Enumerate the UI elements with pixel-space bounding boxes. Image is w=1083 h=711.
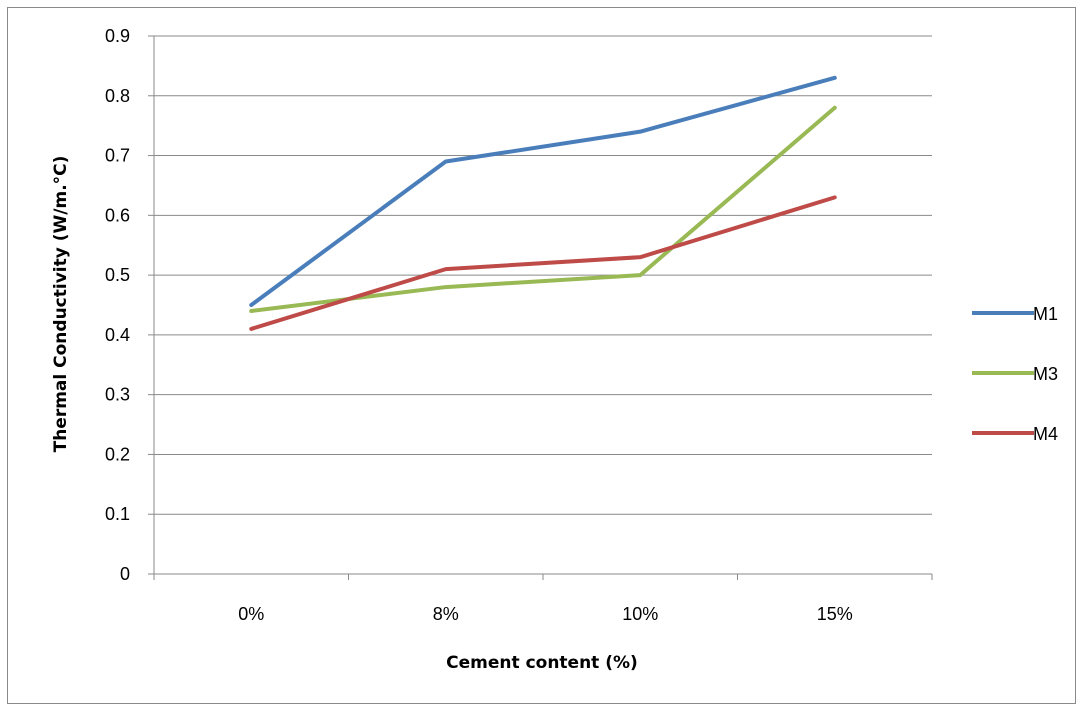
- y-tick-labels: 0 0.1 0.2 0.3 0.4 0.5 0.6 0.7 0.8 0.9: [105, 26, 130, 584]
- series-lines: [249, 75, 837, 331]
- y-tick-label: 0.7: [105, 146, 130, 166]
- x-axis-title: Cement content (%): [446, 653, 638, 673]
- y-tick-label: 0.6: [105, 205, 130, 225]
- series-line-m4: [249, 195, 837, 331]
- y-tick-label: 0.8: [105, 86, 130, 106]
- series-line-m3: [249, 105, 837, 313]
- gridlines: [154, 35, 932, 515]
- y-tick-label: 0.3: [105, 385, 130, 405]
- legend: M1 M3 M4: [972, 304, 1058, 444]
- legend-label-m3: M3: [1033, 364, 1058, 384]
- x-tick-label: 15%: [817, 604, 853, 624]
- y-axis-title: Thermal Conductivity (W/m.°C): [51, 156, 71, 453]
- legend-label-m1: M1: [1033, 304, 1058, 324]
- x-tick-label: 8%: [433, 604, 459, 624]
- chart-area: [7, 7, 1076, 704]
- x-tick-label: 0%: [238, 604, 264, 624]
- y-tick-label: 0.9: [105, 26, 130, 46]
- y-tick-label: 0.1: [105, 504, 130, 524]
- series-line-m1: [249, 75, 837, 307]
- y-tick-label: 0.4: [105, 325, 130, 345]
- x-tick-label: 10%: [622, 604, 658, 624]
- y-tick-label: 0.2: [105, 444, 130, 464]
- y-tick-label: 0.5: [105, 265, 130, 285]
- legend-label-m4: M4: [1033, 424, 1058, 444]
- x-tick-labels: 0% 8% 10% 15%: [238, 604, 853, 624]
- axes: [148, 35, 933, 580]
- y-tick-label: 0: [120, 564, 130, 584]
